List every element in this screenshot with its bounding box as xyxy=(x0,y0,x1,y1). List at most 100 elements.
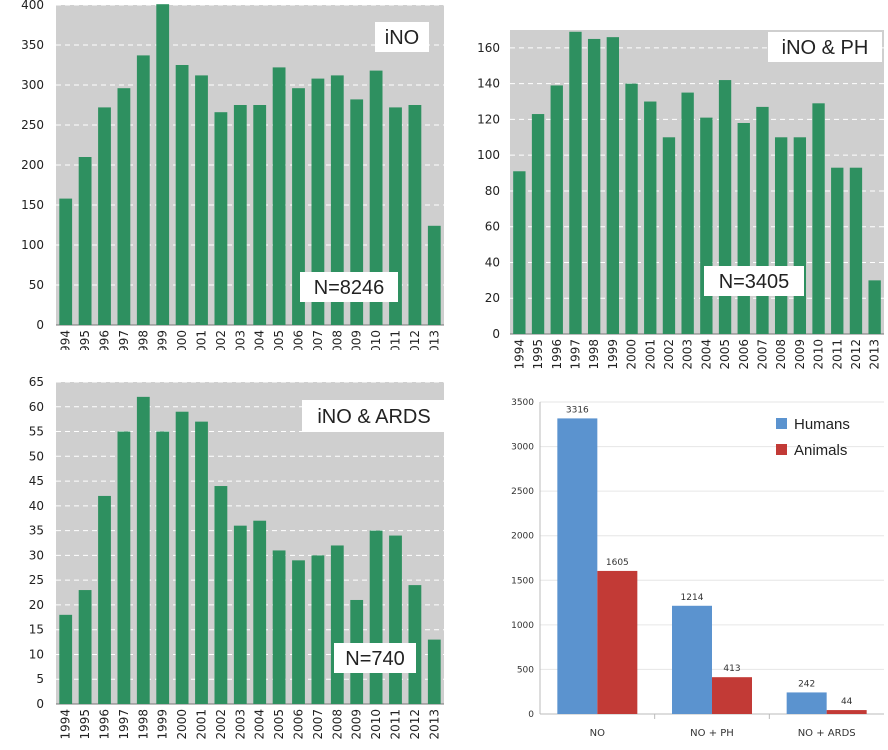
bar xyxy=(195,421,208,704)
legend-swatch xyxy=(776,418,787,429)
y-tick-label: 30 xyxy=(29,548,44,562)
x-tick-label: 2005 xyxy=(718,339,732,370)
bar xyxy=(513,171,526,334)
x-tick-label: 1994 xyxy=(59,709,73,740)
y-tick-label: 15 xyxy=(29,623,44,637)
x-tick-label: 2007 xyxy=(311,709,325,740)
bar-value-label: 413 xyxy=(723,664,740,674)
bar-value-label: 44 xyxy=(841,697,853,707)
plot-area xyxy=(510,30,884,334)
y-tick-label: 1500 xyxy=(511,576,534,586)
y-tick-label: 0 xyxy=(528,710,534,720)
bar xyxy=(389,535,402,704)
bar xyxy=(700,117,713,334)
bar xyxy=(156,431,170,704)
x-tick-label: 1998 xyxy=(136,709,150,740)
bar xyxy=(253,520,267,704)
x-tick-label: 2007 xyxy=(311,330,325,350)
bar xyxy=(389,107,402,326)
bar xyxy=(774,137,788,334)
bar xyxy=(737,122,750,334)
bar xyxy=(156,4,170,325)
chart-title: iNO & PH xyxy=(782,37,869,59)
bar xyxy=(681,92,694,335)
x-tick-label: 2003 xyxy=(233,709,247,740)
y-tick-label: 50 xyxy=(29,449,44,463)
x-tick-label: 2010 xyxy=(812,339,826,370)
bar xyxy=(427,225,441,325)
x-tick-label: 1995 xyxy=(78,709,92,740)
y-tick-label: 0 xyxy=(36,697,44,711)
x-tick-label: 2009 xyxy=(350,330,364,350)
bar-value-label: 242 xyxy=(798,679,815,689)
bar xyxy=(292,88,305,325)
bar-animals xyxy=(597,570,638,714)
x-tick-label: 2000 xyxy=(175,709,189,740)
x-tick-label: 2005 xyxy=(272,709,286,740)
y-tick-label: 2000 xyxy=(511,532,534,542)
x-tick-label: 2006 xyxy=(292,330,306,350)
count-annotation: N=740 xyxy=(345,648,405,670)
bar xyxy=(78,590,92,704)
y-tick-label: 0 xyxy=(492,327,500,341)
y-tick-label: 350 xyxy=(21,38,44,52)
x-tick-label: 1994 xyxy=(59,330,73,350)
x-tick-label: 1997 xyxy=(117,709,131,740)
y-tick-label: 100 xyxy=(477,148,500,162)
chart-svg: 0 500 1000 1500 2000 2500 3000 3500 3316 1605 NO 12… xyxy=(511,398,884,739)
bar xyxy=(849,167,863,334)
x-tick-label: 2000 xyxy=(625,339,639,370)
chart-svg: 0 5 10 15 20 25 30 35 40 45 50 55 60 65 1994 1995 1996 19… xyxy=(29,375,446,740)
count-badge xyxy=(704,266,804,296)
x-tick-label: 2003 xyxy=(681,339,695,370)
x-tick-label: 2002 xyxy=(214,709,228,740)
bar xyxy=(662,137,676,334)
x-tick-label: 2006 xyxy=(737,339,751,370)
bar-humans xyxy=(557,418,598,714)
bar xyxy=(408,105,422,325)
x-tick-label: 1996 xyxy=(98,330,112,350)
x-tick-label: 1998 xyxy=(136,330,150,350)
chart-title: iNO xyxy=(385,27,419,49)
bar xyxy=(175,65,189,325)
y-tick-label: 35 xyxy=(29,524,44,538)
legend-swatch xyxy=(776,444,787,455)
x-tick-label: 2011 xyxy=(830,339,844,370)
bar xyxy=(272,550,286,704)
y-tick-label: 150 xyxy=(21,198,44,212)
y-tick-label: 60 xyxy=(485,220,500,234)
y-tick-label: 200 xyxy=(21,158,44,172)
bar-humans xyxy=(786,692,827,714)
bar xyxy=(253,105,267,325)
chart-svg: 0 20 40 60 80 100 120 140 160 1994 1995 1996 1997 199… xyxy=(477,30,884,370)
x-tick-label: 2009 xyxy=(350,709,364,740)
bar xyxy=(136,55,150,326)
x-tick-label: 2002 xyxy=(214,330,228,350)
bar xyxy=(311,555,325,704)
bar xyxy=(868,280,881,334)
bar xyxy=(369,70,383,325)
chart-title: iNO & ARDS xyxy=(317,406,430,428)
bar xyxy=(214,112,228,325)
x-tick-label: 2010 xyxy=(369,330,383,350)
bar-value-label: 1214 xyxy=(681,593,704,603)
bar xyxy=(98,107,111,326)
x-tick-label: 2009 xyxy=(793,339,807,370)
x-tick-label: 2003 xyxy=(233,330,247,350)
title-badge xyxy=(768,32,882,62)
x-tick-label: 2004 xyxy=(253,709,267,740)
x-tick-label: 1997 xyxy=(568,339,582,370)
x-tick-label: 1995 xyxy=(78,330,92,350)
y-tick-label: 25 xyxy=(29,573,44,587)
bar xyxy=(625,83,638,334)
y-tick-label: 120 xyxy=(477,112,500,126)
ino-ph-chart-panel: 0 20 40 60 80 100 120 140 160 1994 1995 1996 1997 199… xyxy=(448,0,888,370)
x-tick-label: 1994 xyxy=(512,339,526,370)
bar xyxy=(831,167,844,334)
bar-humans xyxy=(672,605,712,714)
legend-label: Humans xyxy=(794,416,850,433)
x-tick-label: NO + ARDS xyxy=(798,728,856,739)
y-tick-label: 160 xyxy=(477,41,500,55)
y-tick-label: 0 xyxy=(36,318,44,332)
bar xyxy=(793,137,807,334)
